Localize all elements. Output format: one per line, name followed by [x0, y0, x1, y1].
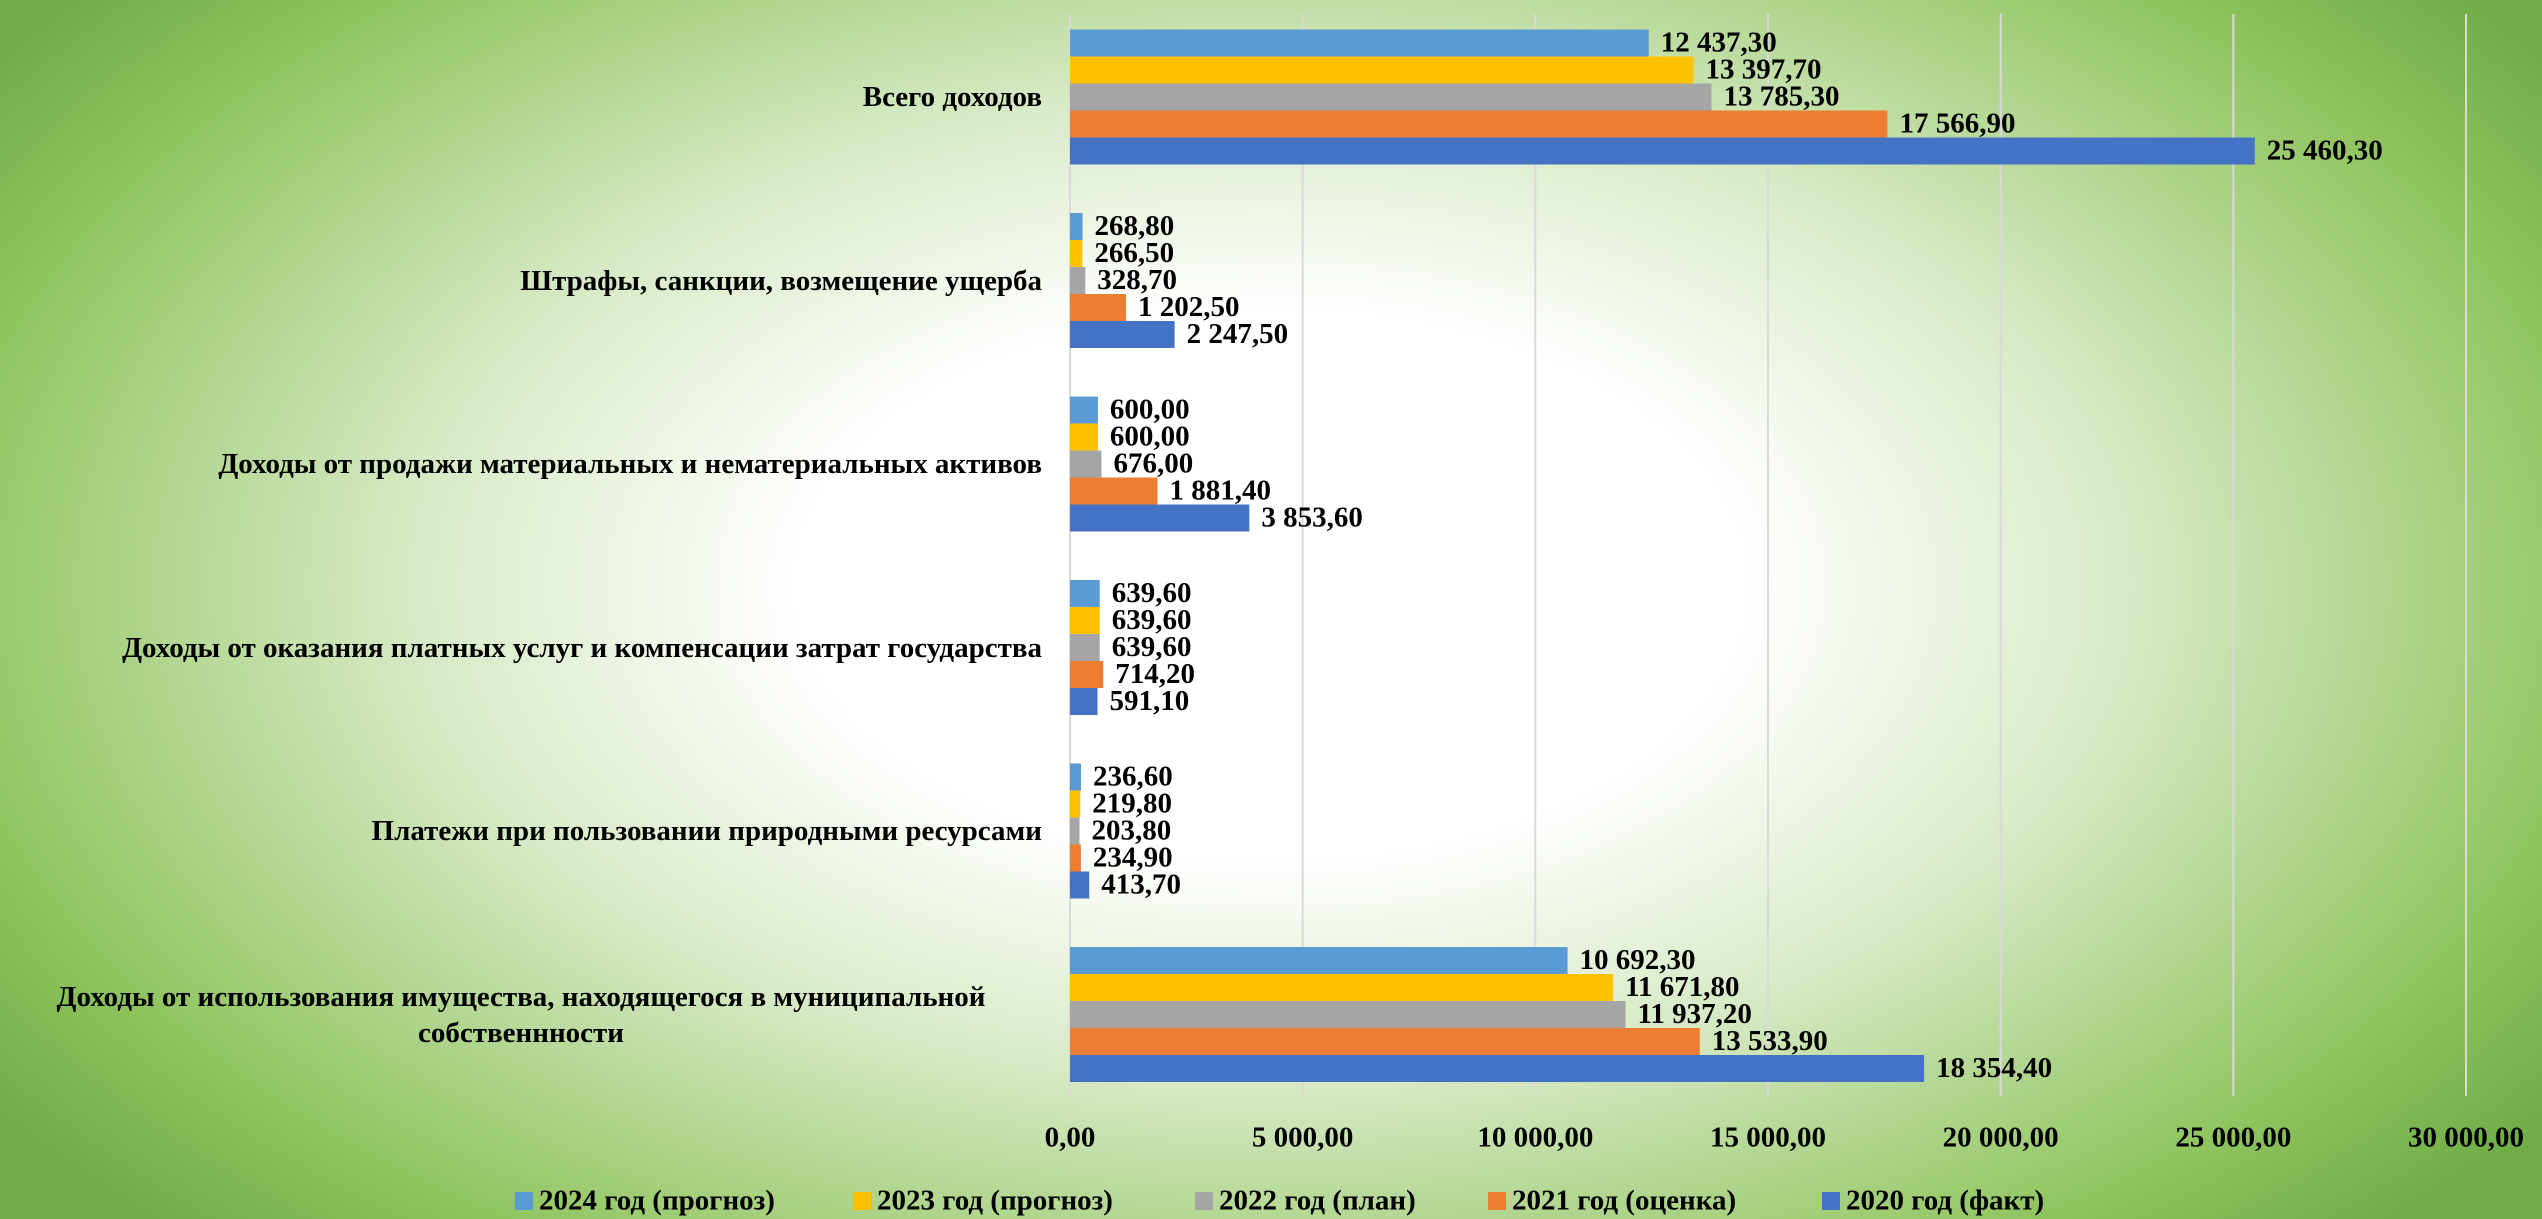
bar — [1070, 240, 1083, 267]
data-label: 13 397,70 — [1705, 54, 1821, 86]
data-label: 234,90 — [1093, 842, 1173, 874]
category-label-text: Платежи при пользовании природными ресур… — [371, 815, 1042, 847]
data-label: 25 460,30 — [2267, 135, 2383, 167]
bar — [1070, 267, 1086, 294]
data-label: 600,00 — [1110, 394, 1190, 426]
bar — [1070, 1001, 1626, 1028]
data-label: 639,60 — [1112, 631, 1192, 663]
bar — [1070, 688, 1098, 715]
data-label: 11 937,20 — [1637, 998, 1751, 1030]
data-label: 10 692,30 — [1580, 944, 1696, 976]
bar — [1070, 634, 1100, 661]
x-tick-label: 20 000,00 — [1943, 1122, 2059, 1154]
data-label: 219,80 — [1092, 788, 1172, 820]
bar — [1070, 423, 1098, 451]
data-label: 3 853,60 — [1261, 502, 1363, 534]
x-tick-label: 5 000,00 — [1252, 1122, 1354, 1154]
bar — [1070, 817, 1080, 845]
x-tick-label: 0,00 — [1045, 1122, 1096, 1154]
bar — [1070, 844, 1081, 872]
data-label: 639,60 — [1112, 577, 1192, 609]
bar — [1070, 1028, 1700, 1055]
data-label: 12 437,30 — [1661, 27, 1777, 59]
data-label: 591,10 — [1110, 685, 1190, 717]
data-label: 2 247,50 — [1187, 318, 1289, 350]
bar — [1070, 974, 1614, 1001]
bar — [1070, 213, 1083, 240]
data-label: 600,00 — [1110, 421, 1190, 453]
bar — [1070, 294, 1126, 321]
category-label-text: Штрафы, санкции, возмещение ущерба — [520, 264, 1042, 297]
legend-label: 2021 год (оценка) — [1512, 1185, 1736, 1217]
x-tick-label: 30 000,00 — [2408, 1122, 2524, 1154]
data-label: 268,80 — [1095, 210, 1175, 242]
bar — [1070, 763, 1082, 791]
data-label: 266,50 — [1094, 237, 1174, 269]
x-tick-label: 10 000,00 — [1477, 1122, 1593, 1154]
legend-marker — [1488, 1192, 1506, 1210]
category-label-text: Доходы от продажи материальных и нематер… — [218, 448, 1042, 480]
legend-marker — [1195, 1192, 1213, 1210]
data-label: 413,70 — [1101, 869, 1181, 901]
bar — [1070, 396, 1098, 424]
legend-label: 2022 год (план) — [1219, 1185, 1416, 1217]
legend-marker — [515, 1192, 533, 1210]
category-label: Доходы от использования имущества, наход… — [0, 970, 1042, 1060]
bar — [1070, 321, 1175, 348]
data-label: 13 533,90 — [1712, 1025, 1828, 1057]
bar — [1070, 477, 1158, 505]
bar — [1070, 607, 1100, 634]
data-label: 714,20 — [1115, 658, 1195, 690]
bar — [1070, 790, 1081, 818]
bar — [1070, 110, 1888, 138]
category-label-text: Доходы от использования имущества, наход… — [56, 980, 986, 1049]
data-label: 1 881,40 — [1170, 475, 1272, 507]
data-label: 203,80 — [1091, 815, 1171, 847]
bar — [1070, 871, 1090, 899]
category-label: Доходы от продажи материальных и нематер… — [0, 419, 1042, 509]
category-label: Штрафы, санкции, возмещение ущерба — [0, 236, 1042, 326]
legend-label: 2020 год (факт) — [1846, 1185, 2044, 1217]
data-label: 17 566,90 — [1899, 108, 2015, 140]
category-label: Всего доходов — [0, 52, 1042, 142]
legend-marker — [1822, 1192, 1840, 1210]
bar — [1070, 137, 2255, 165]
data-label: 11 671,80 — [1625, 971, 1739, 1003]
data-label: 236,60 — [1093, 761, 1173, 793]
data-label: 1 202,50 — [1138, 291, 1240, 323]
legend-marker — [853, 1192, 871, 1210]
category-label: Доходы от оказания платных услуг и компе… — [0, 603, 1042, 693]
x-tick-label: 15 000,00 — [1710, 1122, 1826, 1154]
data-label: 13 785,30 — [1723, 81, 1839, 113]
x-tick-label: 25 000,00 — [2175, 1122, 2291, 1154]
bar — [1070, 29, 1649, 57]
bar — [1070, 947, 1568, 974]
category-label-text: Всего доходов — [862, 81, 1042, 113]
bar — [1070, 83, 1712, 111]
bar — [1070, 504, 1250, 532]
bar — [1070, 56, 1694, 84]
bar — [1070, 1055, 1925, 1082]
bar — [1070, 661, 1104, 688]
category-label: Платежи при пользовании природными ресур… — [0, 786, 1042, 876]
data-label: 676,00 — [1113, 448, 1193, 480]
legend-label: 2023 год (прогноз) — [877, 1185, 1113, 1217]
data-label: 328,70 — [1097, 264, 1177, 296]
data-label: 18 354,40 — [1936, 1052, 2052, 1084]
bar — [1070, 580, 1100, 607]
data-label: 639,60 — [1112, 604, 1192, 636]
bar — [1070, 450, 1102, 478]
legend-label: 2024 год (прогноз) — [539, 1185, 775, 1217]
category-label-text: Доходы от оказания платных услуг и компе… — [122, 631, 1042, 664]
